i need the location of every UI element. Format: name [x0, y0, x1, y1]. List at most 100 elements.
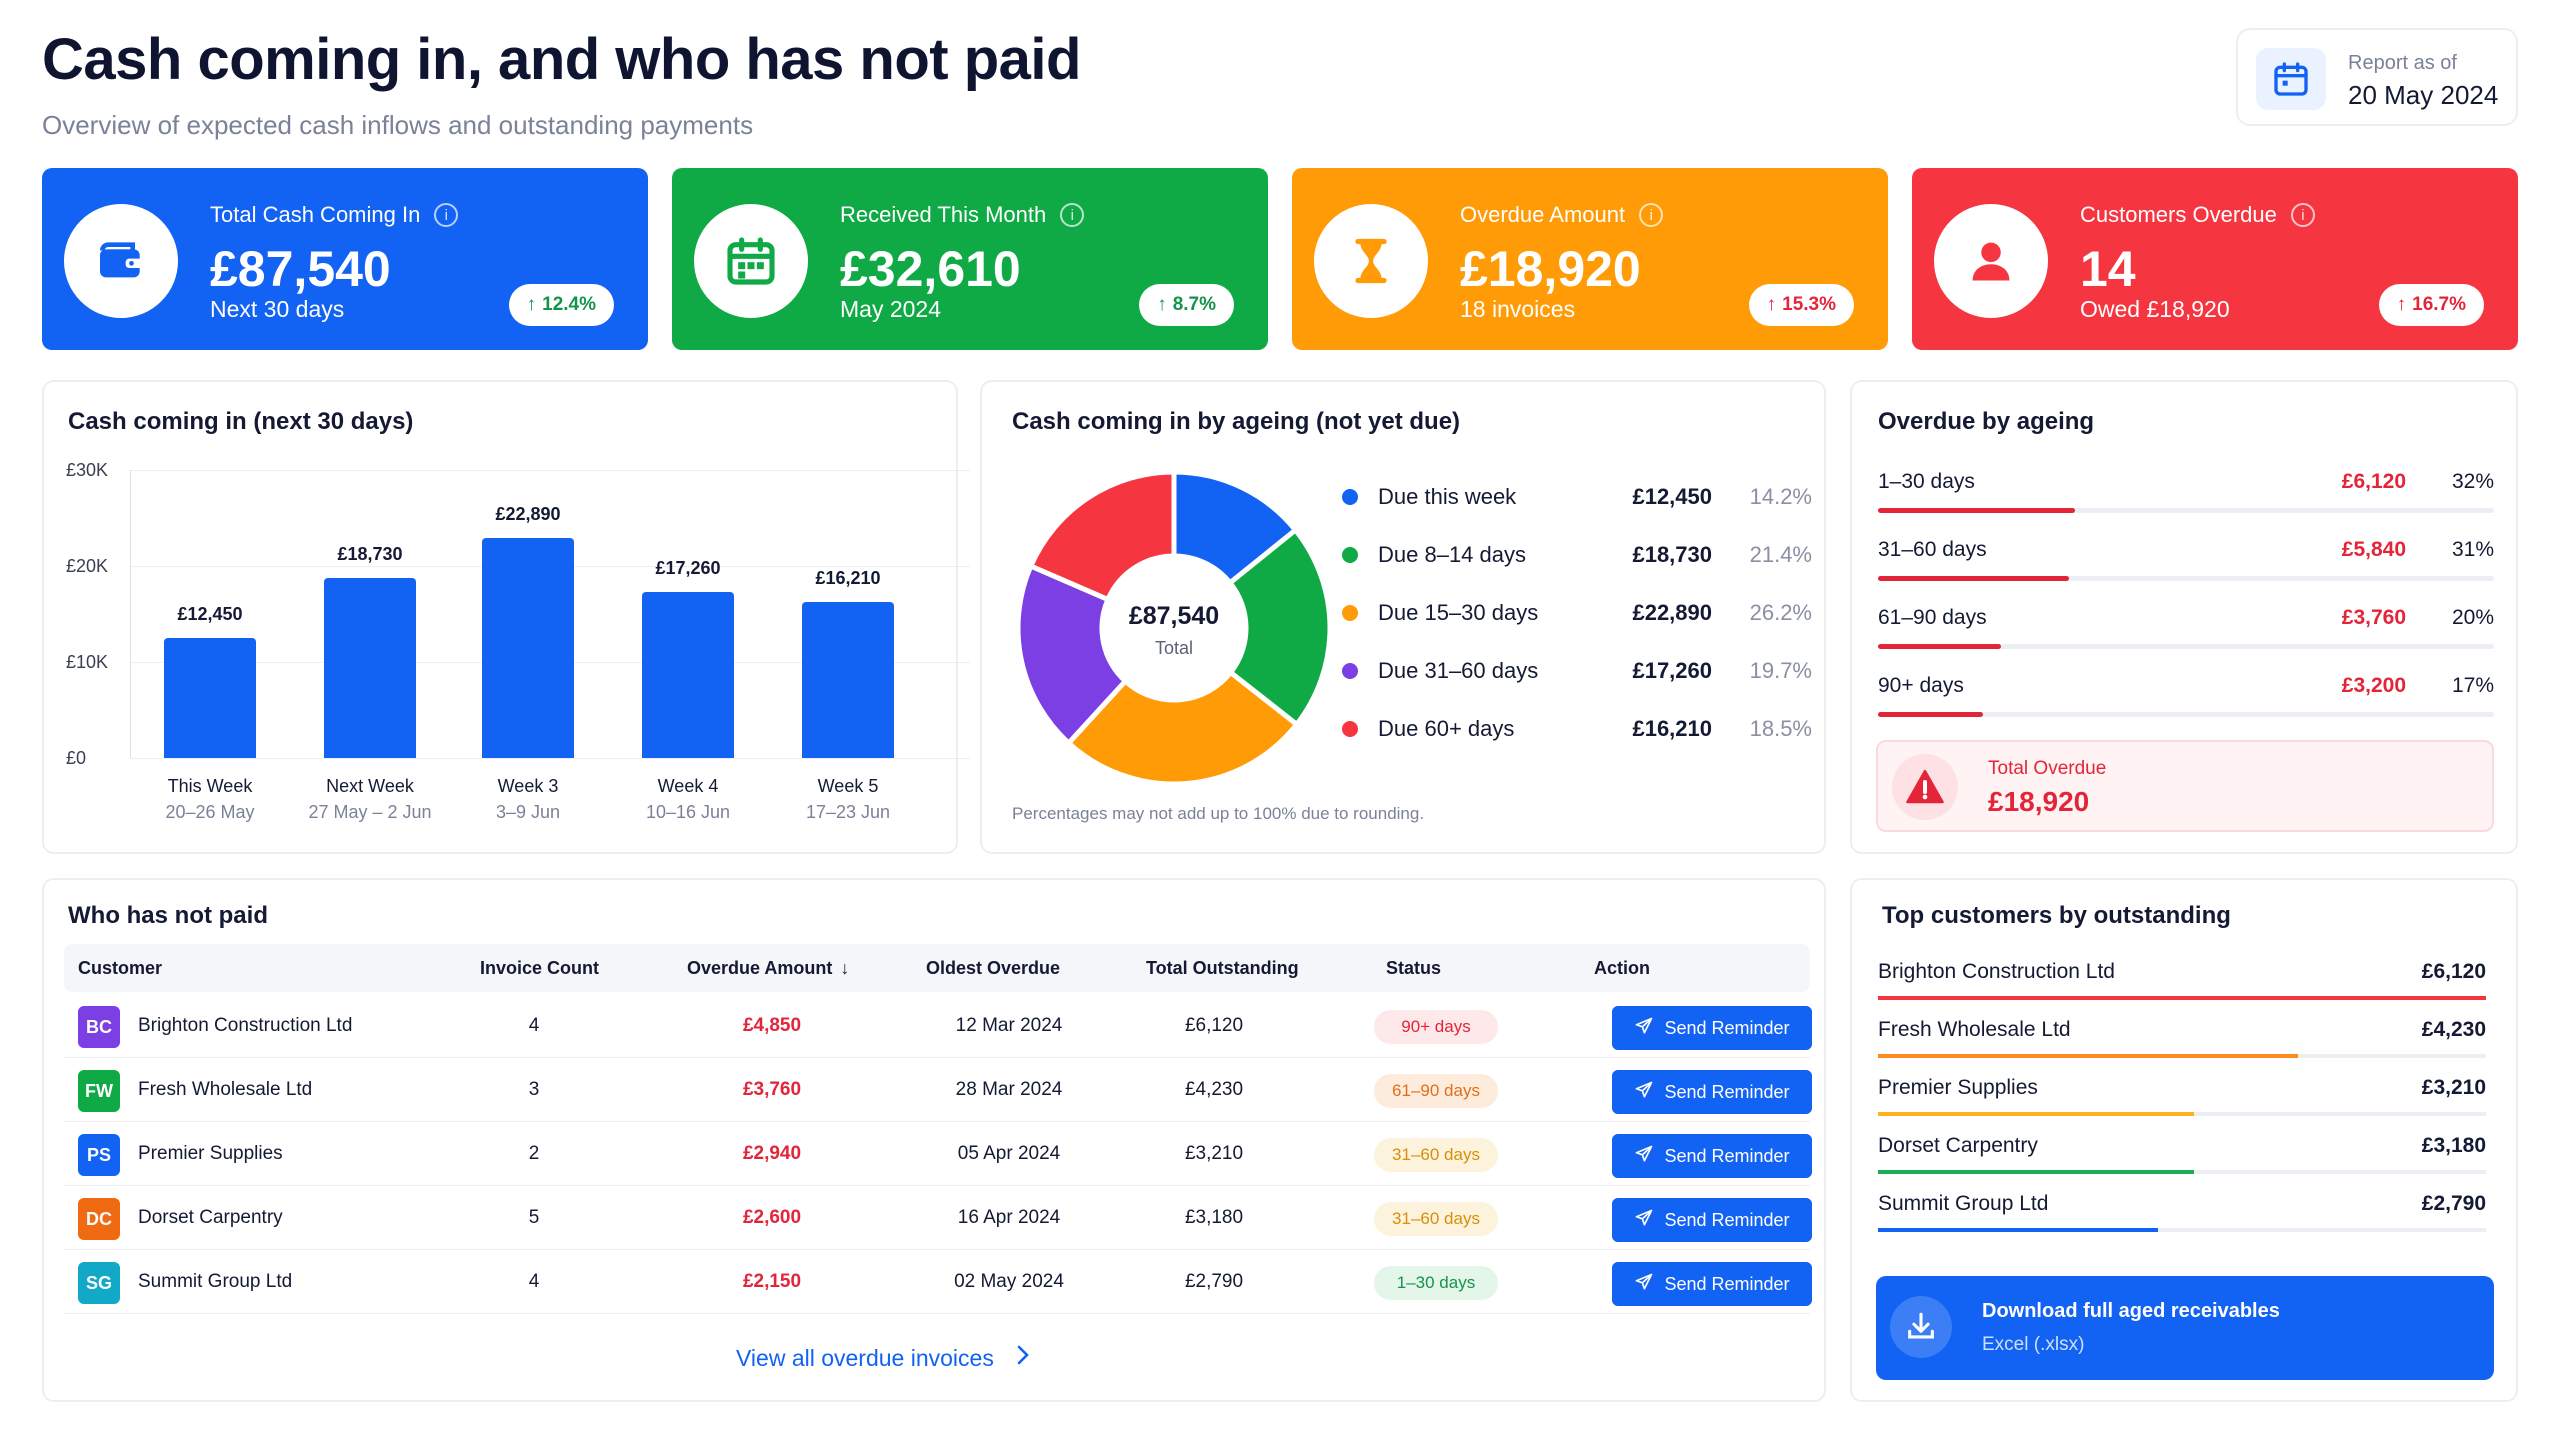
top-customer-name: Dorset Carpentry	[1878, 1134, 2038, 1157]
legend-label: Due 60+ days	[1378, 716, 1515, 741]
ageing-label: 31–60 days	[1878, 538, 1987, 561]
overdue-amount: £3,760	[742, 1079, 802, 1100]
bar-value-label: £17,260	[655, 558, 721, 579]
oldest-overdue-date: 05 Apr 2024	[957, 1143, 1061, 1164]
card-title: Who has not paid	[68, 902, 268, 929]
top-customer-name: Premier Supplies	[1878, 1076, 2038, 1099]
card-title: Cash coming in (next 30 days)	[68, 408, 414, 435]
bar[interactable]	[802, 602, 894, 758]
total-outstanding: £6,120	[1184, 1015, 1244, 1036]
x-tick-sublabel: 17–23 Jun	[805, 802, 891, 822]
invoice-count: 2	[528, 1143, 540, 1164]
legend-item: Due 15–30 days £22,890 26.2%	[1342, 598, 1812, 628]
info-icon[interactable]: i	[434, 203, 459, 227]
overdue-amount: £2,940	[742, 1143, 802, 1164]
col-overdue-amount-label: Overdue Amount	[687, 958, 833, 978]
send-reminder-label: Send Reminder	[1664, 1273, 1790, 1294]
kpi-card-customers-overdue: Customers Overdue i 14 Owed £18,920 ↑ 16.7…	[1912, 168, 2518, 350]
col-oldest-overdue[interactable]: Oldest Overdue	[926, 958, 1061, 978]
kpi-change: 15.3%	[1782, 294, 1836, 315]
top-customer-bar-fill	[1878, 1112, 2195, 1116]
info-icon[interactable]: i	[1639, 203, 1664, 227]
send-icon	[1634, 1016, 1654, 1041]
legend-dot	[1342, 663, 1358, 679]
kpi-change: 16.7%	[2412, 294, 2466, 315]
ageing-label: 1–30 days	[1878, 470, 1975, 493]
kpi-card-overdue-amount: Overdue Amount i £18,920 18 invoices ↑ 15.…	[1292, 168, 1888, 350]
donut-slice[interactable]	[1027, 469, 1177, 603]
kpi-sub: May 2024	[840, 296, 942, 322]
send-reminder-button[interactable]: Send Reminder	[1612, 1262, 1812, 1306]
kpi-sub: Owed £18,920	[2080, 296, 2230, 322]
bar[interactable]	[164, 638, 256, 758]
legend-dot	[1342, 605, 1358, 621]
customer-name: Brighton Construction Ltd	[138, 1015, 353, 1036]
ageing-label: 90+ days	[1878, 674, 1964, 697]
bar[interactable]	[324, 578, 416, 758]
send-reminder-button[interactable]: Send Reminder	[1612, 1134, 1812, 1178]
donut-note: Percentages may not add up to 100% due t…	[1012, 804, 1425, 823]
col-total-outstanding[interactable]: Total Outstanding	[1146, 958, 1299, 978]
legend-amount: £18,730	[1632, 542, 1712, 567]
send-reminder-label: Send Reminder	[1664, 1081, 1790, 1102]
donut-slice[interactable]	[1015, 562, 1129, 747]
send-icon	[1634, 1272, 1654, 1297]
legend-label: Due this week	[1378, 484, 1517, 509]
legend-item: Due 60+ days £16,210 18.5%	[1342, 714, 1812, 744]
download-button[interactable]: Download full aged receivables Excel (.x…	[1876, 1276, 2494, 1380]
x-tick-label: Next Week	[326, 776, 414, 796]
y-tick-label: £20K	[66, 556, 109, 576]
legend-amount: £16,210	[1632, 716, 1712, 741]
donut-slice[interactable]	[1226, 526, 1333, 728]
overdue-amount: £4,850	[742, 1015, 802, 1036]
kpi-sub: 18 invoices	[1460, 296, 1576, 322]
ageing-percent: 31%	[2451, 538, 2494, 561]
legend-item: Due 8–14 days £18,730 21.4%	[1342, 540, 1812, 570]
invoice-count: 5	[528, 1207, 540, 1228]
report-label: Report as of	[2348, 52, 2457, 74]
info-icon[interactable]: i	[1060, 203, 1085, 227]
kpi-sub: Next 30 days	[210, 296, 345, 322]
send-reminder-button[interactable]: Send Reminder	[1612, 1070, 1812, 1114]
sort-down-icon[interactable]: ↓	[840, 958, 850, 978]
ageing-bar-fill	[1878, 508, 2076, 513]
total-outstanding: £3,210	[1184, 1143, 1244, 1164]
status-badge: 31–60 days	[1374, 1202, 1498, 1236]
table-header	[64, 944, 1810, 992]
col-customer[interactable]: Customer	[78, 958, 163, 978]
y-tick-label: £30K	[66, 460, 109, 480]
send-icon	[1634, 1144, 1654, 1169]
status-badge: 61–90 days	[1374, 1074, 1498, 1108]
col-invoice-count[interactable]: Invoice Count	[480, 958, 600, 978]
avatar: DC	[78, 1198, 120, 1240]
donut-slice[interactable]	[1065, 668, 1301, 787]
legend-dot	[1342, 547, 1358, 563]
col-overdue-amount[interactable]: Overdue Amount ↓	[687, 958, 849, 979]
donut-center-label: Total	[1154, 638, 1194, 658]
send-reminder-button[interactable]: Send Reminder	[1612, 1198, 1812, 1242]
hourglass-icon	[1314, 204, 1428, 318]
col-status[interactable]: Status	[1386, 958, 1442, 978]
oldest-overdue-date: 16 Apr 2024	[957, 1207, 1061, 1228]
total-overdue-box: Total Overdue £18,920	[1876, 740, 2494, 832]
view-all-link[interactable]: View all overdue invoices	[736, 1344, 1030, 1372]
send-reminder-button[interactable]: Send Reminder	[1612, 1006, 1812, 1050]
top-customer-amount: £4,230	[2421, 1018, 2486, 1041]
total-outstanding: £3,180	[1184, 1207, 1244, 1228]
table-row: DC Dorset Carpentry 5 £2,600 16 Apr 2024 £3,1…	[64, 1186, 1812, 1250]
invoice-count: 4	[528, 1015, 540, 1036]
info-icon[interactable]: i	[2290, 203, 2315, 227]
chevron-right-icon	[1016, 1344, 1030, 1372]
top-customer-bar-fill	[1878, 1228, 2158, 1232]
status-badge: 31–60 days	[1374, 1138, 1498, 1172]
table-row: SG Summit Group Ltd 4 £2,150 02 May 2024 £2,7…	[64, 1250, 1812, 1314]
bar[interactable]	[482, 538, 574, 758]
x-tick-label: This Week	[167, 776, 253, 796]
top-customer-bar-track	[1878, 1170, 2486, 1174]
x-tick-sublabel: 3–9 Jun	[495, 802, 561, 822]
legend-dot	[1342, 721, 1358, 737]
bar[interactable]	[642, 592, 734, 758]
top-customer-bar-fill	[1878, 1054, 2298, 1058]
bar-chart: £30K £20K £10K £0 £12,450 This Week 20–26 May £…	[44, 382, 970, 856]
kpi-card-received: Received This Month i £32,610 May 2024 ↑ 8…	[672, 168, 1268, 350]
